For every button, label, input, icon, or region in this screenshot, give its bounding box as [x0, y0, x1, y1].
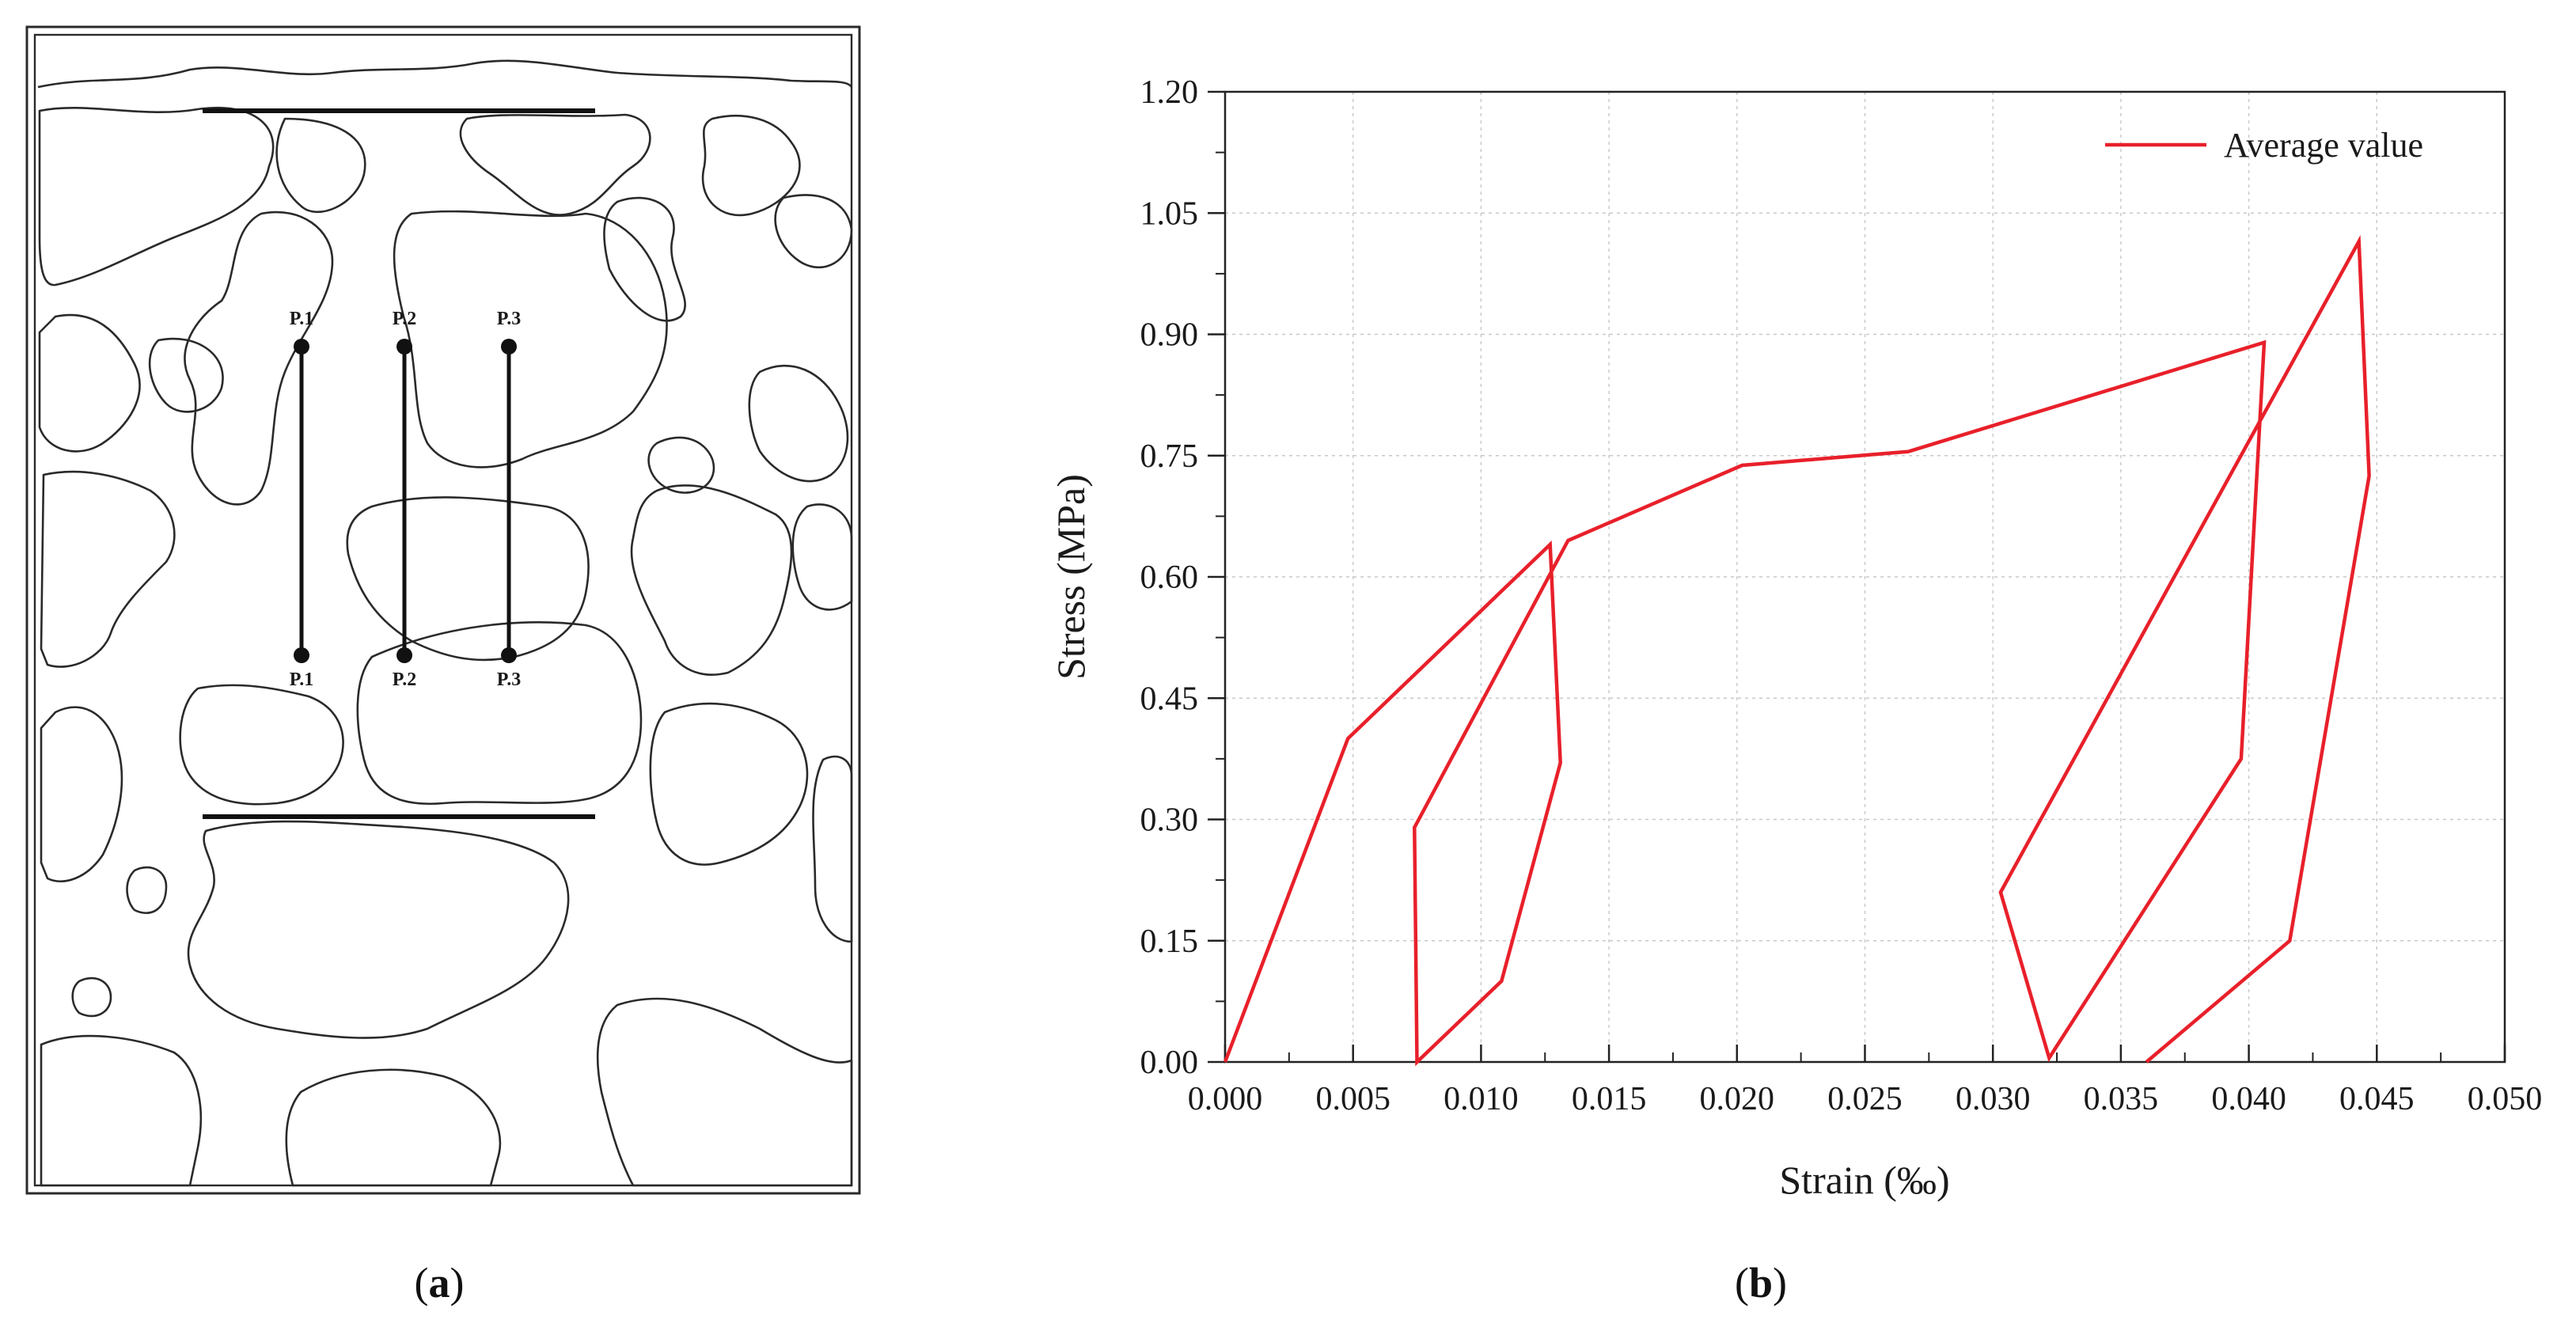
x-tick-label: 0.045 — [2339, 1081, 2415, 1117]
y-tick-label: 0.45 — [1140, 681, 1199, 717]
specimen-inner-frame — [33, 33, 853, 1187]
x-tick-label: 0.000 — [1188, 1081, 1263, 1117]
gauge-point-p2-bottom — [396, 647, 412, 663]
y-tick-label: 1.05 — [1140, 195, 1199, 232]
x-tick-label: 0.020 — [1700, 1081, 1775, 1117]
y-tick-label: 0.15 — [1140, 924, 1199, 960]
x-tick-label: 0.035 — [2084, 1081, 2159, 1117]
caption-b: (b) — [1734, 1259, 1787, 1307]
y-tick-label: 0.75 — [1140, 438, 1199, 475]
gauge-point-p1-top — [294, 339, 309, 355]
x-tick-label: 0.010 — [1444, 1081, 1519, 1117]
y-tick-label: 0.90 — [1140, 317, 1199, 354]
aggregate-outlines — [37, 59, 853, 1187]
y-axis-title: Stress (MPa) — [1049, 474, 1093, 680]
specimen-outer-frame — [25, 25, 861, 1195]
legend-label: Average value — [2224, 126, 2423, 165]
y-tick-label: 0.60 — [1140, 559, 1199, 596]
series-line-average-value — [1223, 234, 2371, 1067]
x-axis-title: Strain (‰) — [1779, 1158, 1949, 1202]
y-tick-label: 0.30 — [1140, 802, 1199, 839]
plot-frame — [1224, 90, 2506, 1064]
y-tick-label: 1.20 — [1140, 74, 1199, 111]
point-label-p3-bottom: P.3 — [497, 669, 521, 690]
x-tick-label: 0.025 — [1827, 1081, 1903, 1117]
point-label-p3-top: P.3 — [497, 309, 521, 329]
x-tick-label: 0.005 — [1315, 1081, 1390, 1117]
point-label-p2-bottom: P.2 — [393, 669, 416, 690]
x-tick-label: 0.015 — [1572, 1081, 1647, 1117]
x-tick-label: 0.030 — [1956, 1081, 2031, 1117]
top-mortar-edge — [37, 59, 853, 89]
caption-a: (a) — [414, 1259, 465, 1307]
specimen-sketch: P.1 P.2 P.3 P.1 P.2 P.3 — [25, 25, 861, 1195]
x-tick-label: 0.040 — [2211, 1081, 2286, 1117]
x-tick-label: 0.050 — [2468, 1081, 2543, 1117]
gauge-point-p3-top — [501, 339, 517, 355]
gauge-point-p2-top — [396, 339, 412, 355]
gauge-point-p1-bottom — [294, 647, 309, 663]
legend: Average value — [2105, 126, 2423, 165]
y-tick-label: 0.00 — [1140, 1045, 1199, 1081]
point-label-p1-bottom: P.1 — [290, 669, 313, 690]
point-label-p2-top: P.2 — [393, 309, 416, 329]
point-label-p1-top: P.1 — [290, 309, 313, 329]
gauge-point-p3-bottom — [501, 647, 517, 663]
